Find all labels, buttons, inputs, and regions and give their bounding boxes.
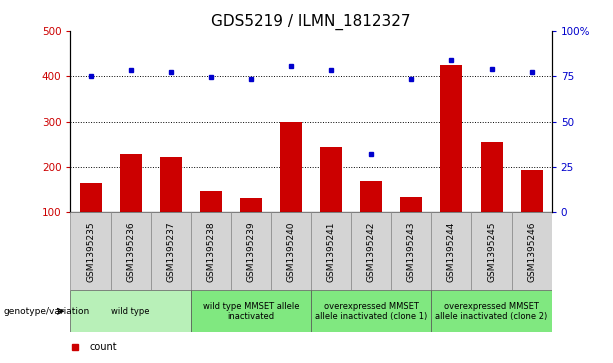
Bar [280, 122, 302, 212]
Bar [151, 212, 191, 290]
Bar [191, 290, 311, 332]
Text: GSM1395238: GSM1395238 [207, 222, 215, 282]
Bar [160, 156, 182, 212]
Text: GSM1395243: GSM1395243 [407, 222, 416, 282]
Bar [311, 290, 432, 332]
Bar [360, 180, 383, 212]
Text: GSM1395236: GSM1395236 [126, 222, 135, 282]
Bar [481, 142, 503, 212]
Text: genotype/variation: genotype/variation [3, 307, 89, 316]
Text: count: count [89, 342, 117, 352]
Text: GSM1395244: GSM1395244 [447, 222, 456, 282]
Text: GSM1395245: GSM1395245 [487, 222, 496, 282]
Bar [70, 290, 191, 332]
Text: overexpressed MMSET
allele inactivated (clone 1): overexpressed MMSET allele inactivated (… [315, 302, 427, 321]
Text: GSM1395237: GSM1395237 [166, 222, 175, 282]
Bar [80, 183, 102, 212]
Bar [271, 212, 311, 290]
Bar [70, 212, 110, 290]
Bar [191, 212, 231, 290]
Title: GDS5219 / ILMN_1812327: GDS5219 / ILMN_1812327 [211, 13, 411, 29]
Bar [311, 212, 351, 290]
Bar [240, 198, 262, 212]
Bar [432, 290, 552, 332]
Bar [351, 212, 391, 290]
Text: GSM1395239: GSM1395239 [246, 222, 256, 282]
Text: wild type MMSET allele
inactivated: wild type MMSET allele inactivated [203, 302, 299, 321]
Bar [231, 212, 271, 290]
Text: GSM1395241: GSM1395241 [327, 222, 336, 282]
Bar [110, 212, 151, 290]
Text: GSM1395240: GSM1395240 [286, 222, 295, 282]
Text: wild type: wild type [112, 307, 150, 316]
Bar [512, 212, 552, 290]
Bar [400, 197, 422, 212]
Bar [471, 212, 512, 290]
Bar [432, 212, 471, 290]
Bar [440, 65, 462, 212]
Bar [200, 191, 222, 212]
Text: GSM1395235: GSM1395235 [86, 222, 95, 282]
Text: GSM1395242: GSM1395242 [367, 222, 376, 282]
Bar [391, 212, 432, 290]
Bar [320, 147, 342, 212]
Bar [120, 154, 142, 212]
Text: GSM1395246: GSM1395246 [527, 222, 536, 282]
Text: overexpressed MMSET
allele inactivated (clone 2): overexpressed MMSET allele inactivated (… [435, 302, 547, 321]
Bar [520, 170, 543, 212]
